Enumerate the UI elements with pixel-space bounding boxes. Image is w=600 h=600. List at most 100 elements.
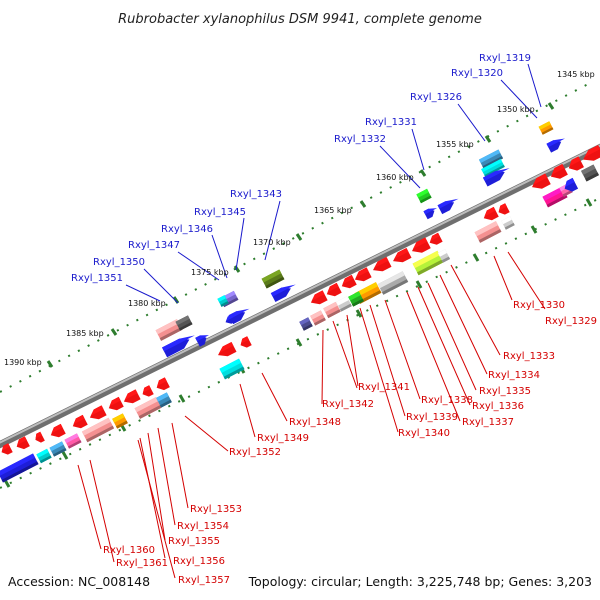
forward-band-gene-2-shadow xyxy=(52,447,67,457)
gene-label-rxyl-1349[interactable]: Rxyl_1349 xyxy=(257,433,309,444)
reverse-gene-14 xyxy=(218,341,237,357)
reverse-gene-12-shine xyxy=(327,282,339,293)
reverse-band-gene-13 xyxy=(81,417,115,443)
reverse-gene-0-shine xyxy=(584,145,600,158)
forward-gene-18 xyxy=(219,358,245,380)
gene-label-rxyl-1343[interactable]: Rxyl_1343 xyxy=(230,189,282,200)
forward-gene-8-shine xyxy=(261,269,282,283)
gene-label-rxyl-1337[interactable]: Rxyl_1337 xyxy=(462,417,514,428)
leader-line-25 xyxy=(239,383,256,438)
gene-label-rxyl-1361[interactable]: Rxyl_1361 xyxy=(116,558,168,569)
gene-label-rxyl-1338[interactable]: Rxyl_1338 xyxy=(421,395,473,406)
genome-backbone xyxy=(0,143,600,449)
reverse-band-gene-6 xyxy=(348,291,364,307)
reverse-band-gene-2-shadow xyxy=(417,259,444,276)
forward-gene-7-shine xyxy=(437,198,459,209)
forward-band-gene-2 xyxy=(49,441,67,457)
forward-band-gene-2-shine xyxy=(49,441,64,452)
gene-label-rxyl-1335[interactable]: Rxyl_1335 xyxy=(479,386,531,397)
reverse-gene-9 xyxy=(373,256,392,272)
gene-label-rxyl-1354[interactable]: Rxyl_1354 xyxy=(177,521,229,532)
reverse-gene-0 xyxy=(583,145,600,161)
reverse-band-gene-0-shine xyxy=(474,221,499,237)
reverse-band-gene-9-shine xyxy=(310,310,323,320)
gene-label-rxyl-1356[interactable]: Rxyl_1356 xyxy=(173,556,225,567)
gene-label-rxyl-1320[interactable]: Rxyl_1320 xyxy=(451,68,503,79)
gene-label-rxyl-1355[interactable]: Rxyl_1355 xyxy=(168,536,220,547)
leader-line-22 xyxy=(332,320,358,389)
forward-gene-17 xyxy=(195,335,209,347)
label-leader-lines xyxy=(77,63,546,579)
reverse-gene-6-shine xyxy=(413,237,428,250)
gene-label-rxyl-1332[interactable]: Rxyl_1332 xyxy=(334,134,386,145)
reverse-gene-22 xyxy=(50,423,66,438)
reverse-gene-24 xyxy=(16,436,30,450)
gene-label-rxyl-1341[interactable]: Rxyl_1341 xyxy=(358,382,410,393)
gene-label-rxyl-1353[interactable]: Rxyl_1353 xyxy=(190,504,242,515)
forward-gene-4 xyxy=(482,168,510,187)
gene-label-rxyl-1329[interactable]: Rxyl_1329 xyxy=(545,316,597,327)
inner-tick-4 xyxy=(355,309,363,318)
scale-label-1355: 1355 kbp xyxy=(436,140,474,149)
gene-label-rxyl-1331[interactable]: Rxyl_1331 xyxy=(365,117,417,128)
gene-label-rxyl-1346[interactable]: Rxyl_1346 xyxy=(161,224,213,235)
gene-label-rxyl-1334[interactable]: Rxyl_1334 xyxy=(488,370,540,381)
forward-gene-11-shine xyxy=(217,295,227,302)
reverse-band-gene-4-shine xyxy=(377,271,405,289)
gene-label-rxyl-1352[interactable]: Rxyl_1352 xyxy=(229,447,281,458)
reverse-gene-7-shine xyxy=(430,232,440,242)
gene-features xyxy=(0,121,600,483)
gene-label-rxyl-1357[interactable]: Rxyl_1357 xyxy=(178,575,230,586)
scale-label-1345: 1345 kbp xyxy=(557,70,595,79)
reverse-gene-18 xyxy=(123,389,141,404)
reverse-gene-15-shine xyxy=(240,336,249,344)
forward-band-gene-6-shine xyxy=(565,177,575,187)
scale-label-1370: 1370 kbp xyxy=(253,238,291,247)
gene-label-rxyl-1345[interactable]: Rxyl_1345 xyxy=(194,207,246,218)
reverse-gene-23 xyxy=(35,431,45,443)
reverse-gene-21-shine xyxy=(73,414,85,425)
reverse-gene-22-shine xyxy=(51,423,63,434)
gene-label-rxyl-1351[interactable]: Rxyl_1351 xyxy=(71,273,123,284)
forward-gene-9-shine xyxy=(270,284,296,297)
gene-label-rxyl-1333[interactable]: Rxyl_1333 xyxy=(503,351,555,362)
gene-label-rxyl-1339[interactable]: Rxyl_1339 xyxy=(406,412,458,423)
reverse-band-gene-9 xyxy=(310,310,326,326)
gene-label-rxyl-1360[interactable]: Rxyl_1360 xyxy=(103,545,155,556)
forward-gene-7 xyxy=(437,198,459,215)
leader-line-6 xyxy=(235,217,245,271)
leader-line-21 xyxy=(346,314,359,387)
reverse-band-gene-14-shadow xyxy=(115,420,128,429)
leader-line-7 xyxy=(211,234,228,279)
reverse-band-gene-12 xyxy=(156,392,172,408)
inner-tick-7 xyxy=(178,394,186,403)
reverse-gene-16-shine xyxy=(157,377,167,387)
reverse-band-gene-11-shine xyxy=(134,397,159,413)
outer-tick-1 xyxy=(484,135,492,143)
gene-label-rxyl-1350[interactable]: Rxyl_1350 xyxy=(93,257,145,268)
leader-line-15 xyxy=(427,282,477,391)
genome-summary-label: Topology: circular; Length: 3,225,748 bp… xyxy=(248,574,592,589)
leader-line-2 xyxy=(457,103,486,142)
gene-label-rxyl-1336[interactable]: Rxyl_1336 xyxy=(472,401,524,412)
reverse-band-gene-9-shadow xyxy=(313,317,326,326)
forward-gene-18-shadow xyxy=(223,366,245,380)
gene-label-rxyl-1330[interactable]: Rxyl_1330 xyxy=(513,300,565,311)
gene-label-rxyl-1342[interactable]: Rxyl_1342 xyxy=(322,399,374,410)
forward-gene-15-shine xyxy=(175,315,190,326)
gene-label-rxyl-1340[interactable]: Rxyl_1340 xyxy=(398,428,450,439)
gene-label-rxyl-1326[interactable]: Rxyl_1326 xyxy=(410,92,462,103)
reverse-band-gene-7-shine xyxy=(336,296,349,306)
gene-label-rxyl-1319[interactable]: Rxyl_1319 xyxy=(479,53,531,64)
outer-tick-8 xyxy=(46,360,54,368)
gene-label-rxyl-1347[interactable]: Rxyl_1347 xyxy=(128,240,180,251)
leader-line-11 xyxy=(507,251,546,310)
reverse-band-gene-8-shadow xyxy=(327,309,341,319)
reverse-band-gene-14 xyxy=(112,413,128,429)
reverse-gene-10 xyxy=(354,267,372,282)
leader-line-28 xyxy=(157,427,176,526)
reverse-gene-20-shine xyxy=(90,405,104,416)
forward-gene-16-shine xyxy=(162,335,195,352)
gene-label-rxyl-1348[interactable]: Rxyl_1348 xyxy=(289,417,341,428)
leader-line-0 xyxy=(527,63,542,108)
